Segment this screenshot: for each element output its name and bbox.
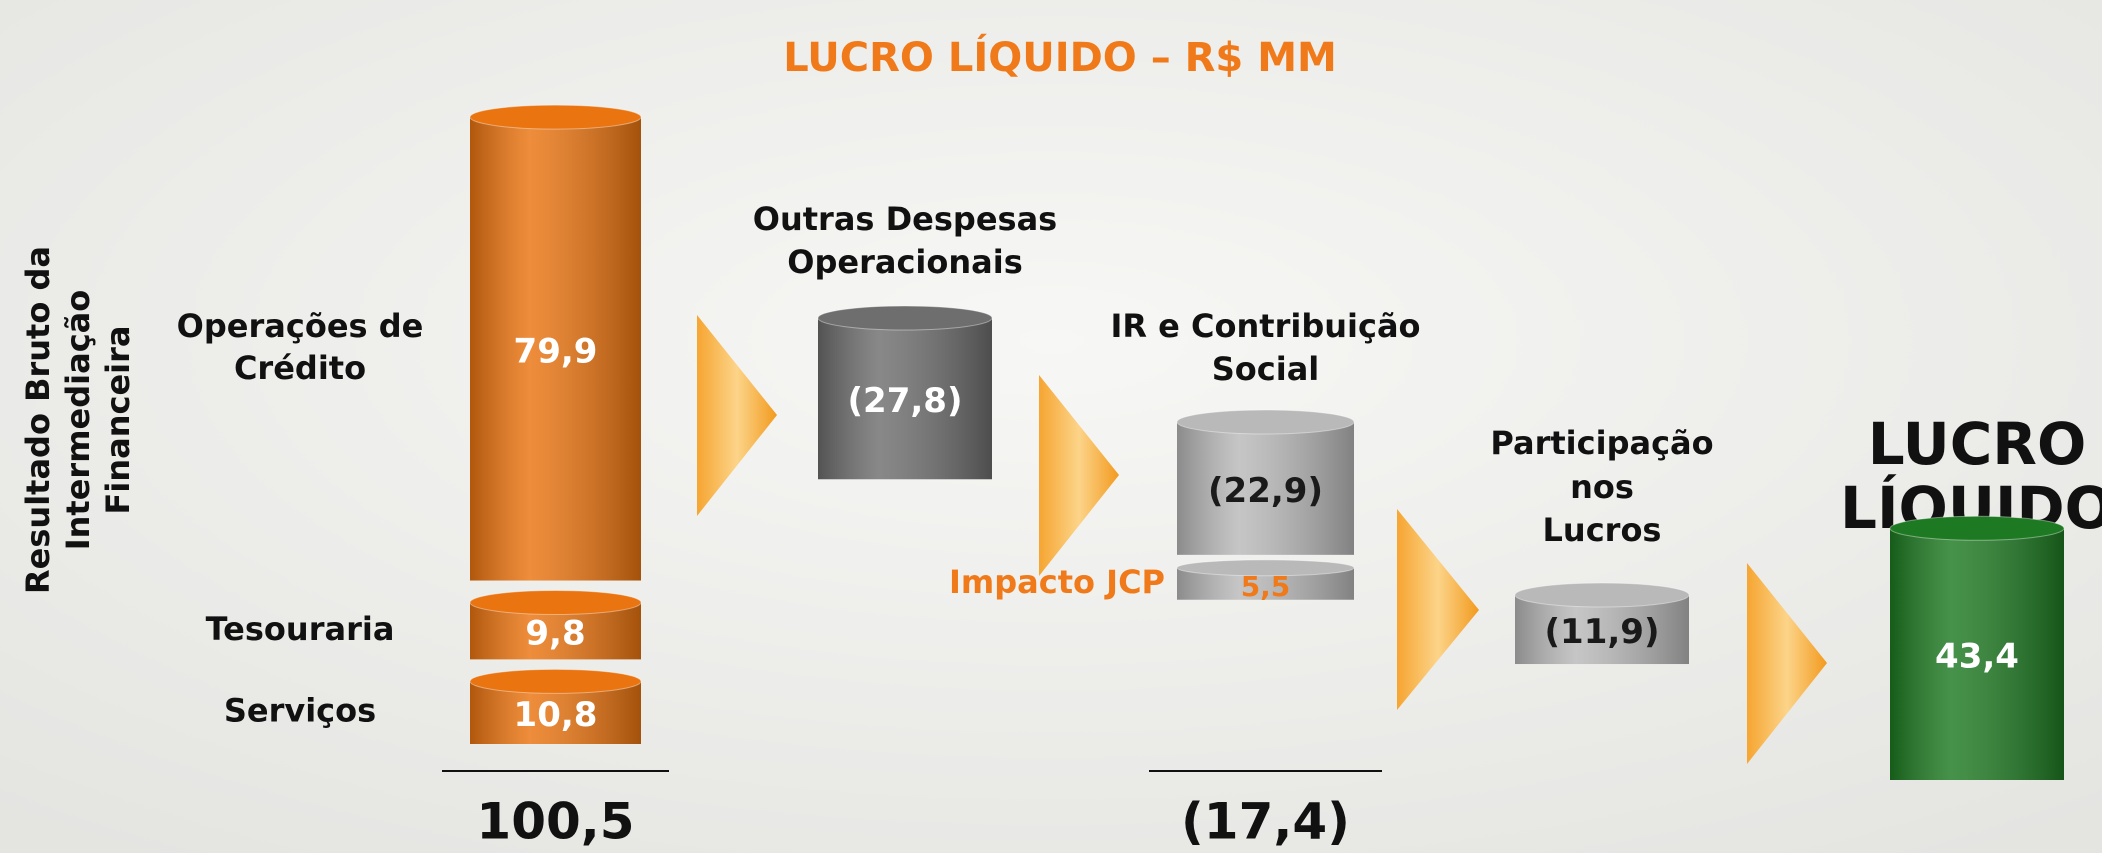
cylinder-top [1176,409,1355,435]
cylinder-top [469,590,642,616]
value-label: 5,5 [1241,570,1291,603]
cylinder-top [469,104,642,130]
value-label: 10,8 [514,695,598,735]
segment-label: Operações de [177,307,424,345]
segment-label: Tesouraria [206,610,395,648]
column-label: Outras Despesas [753,200,1057,238]
cylinder-shade [470,117,641,581]
cylinder-top [1176,559,1355,577]
arrow [1039,375,1119,576]
arrow [697,315,777,516]
value-label: 9,8 [525,613,585,653]
cylinder-top [469,668,642,694]
value-label: (27,8) [848,381,963,421]
chart-title: LUCRO LÍQUIDO – R$ MM [783,33,1337,81]
cylinder-top [1889,515,2065,541]
total-label: 100,5 [476,793,634,851]
cylinder-shade [1177,422,1354,555]
column-label: nos [1570,468,1634,506]
arrow [1397,509,1479,710]
total-label: (17,4) [1181,793,1350,851]
column-label: LUCRO [1868,410,2087,478]
column-label: Lucros [1543,511,1662,549]
y-axis-label: Resultado Bruto da [19,246,57,594]
segment-label: Crédito [234,349,366,387]
value-label: 79,9 [514,331,598,371]
cylinder-shade [818,318,992,480]
segment-label: Serviços [224,692,376,730]
column-label: Social [1212,350,1320,388]
column-label: IR e Contribuição [1110,307,1420,345]
arrow [1747,563,1827,764]
value-label: 43,4 [1935,637,2019,677]
segment-label: Impacto JCP [949,563,1165,601]
value-label: (22,9) [1208,471,1323,511]
column-label: Operacionais [787,243,1023,281]
value-label: (11,9) [1545,612,1660,652]
y-axis-label: Intermediação [59,290,97,551]
column-label: Participação [1490,424,1713,462]
cylinder-top [817,305,993,331]
y-axis-label: Financeira [99,326,137,515]
cylinder-shade [1890,528,2064,780]
cylinder-top [1514,582,1690,608]
